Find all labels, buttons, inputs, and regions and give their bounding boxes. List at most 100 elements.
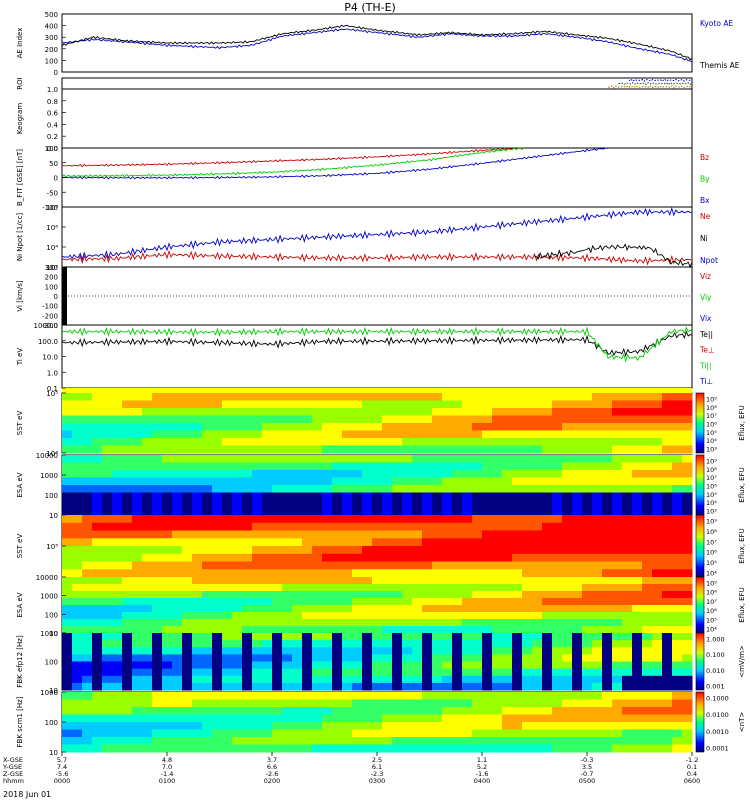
ylabel-esa2: ESA eV — [16, 592, 24, 617]
heat-cell — [642, 462, 653, 471]
heat-cell — [102, 699, 113, 708]
heat-cell — [392, 423, 403, 431]
heat-cell — [452, 640, 463, 648]
heat-cell — [682, 591, 693, 599]
heat-cell — [92, 714, 103, 723]
heat-cell — [112, 584, 123, 592]
heat-cell — [442, 605, 453, 613]
heat-cell — [202, 744, 213, 753]
heat-cell — [242, 546, 253, 555]
heat-cell — [402, 500, 413, 508]
heat-cell — [442, 598, 453, 606]
heat-cell — [132, 682, 143, 691]
heat-cell — [402, 423, 413, 431]
heat-cell — [582, 515, 593, 524]
heat-cell — [582, 598, 593, 606]
heat-cell — [272, 744, 283, 753]
heat-cell — [602, 640, 613, 648]
heat-cell — [632, 668, 643, 677]
heat-cell — [262, 522, 273, 532]
heat-cell — [522, 605, 533, 613]
heat-cell — [212, 408, 223, 416]
heat-cell — [472, 430, 483, 439]
heat-cell — [212, 492, 223, 501]
heat-cell — [132, 640, 143, 648]
heat-cell — [672, 530, 683, 539]
heat-cell — [502, 722, 513, 730]
heat-cell — [682, 553, 693, 563]
heat-cell — [322, 515, 333, 524]
heat-cell — [342, 415, 353, 424]
heat-cell — [372, 393, 383, 401]
heat-cell — [562, 522, 573, 532]
heat-cell — [652, 530, 663, 539]
heat-cell — [512, 692, 523, 700]
heat-cell — [492, 605, 503, 613]
ylabel-fbk1: FBK efp12 [Hz] — [16, 635, 24, 688]
heat-cell — [442, 462, 453, 471]
heat-cell — [212, 722, 223, 730]
heat-cell — [142, 598, 153, 606]
heat-cell — [192, 445, 203, 454]
heat-cell — [62, 522, 73, 532]
heat-cell — [202, 626, 213, 634]
heat-cell — [632, 400, 643, 409]
heat-cell — [652, 619, 663, 627]
heat-cell — [442, 699, 453, 708]
heat-cell — [202, 668, 213, 677]
heat-cell — [402, 462, 413, 471]
heat-cell — [672, 612, 683, 620]
heat-cell — [652, 707, 663, 715]
heat-cell — [112, 455, 123, 463]
heat-cell — [432, 408, 443, 416]
legend-velocity-2: Vix — [700, 314, 712, 323]
heat-cell — [492, 530, 503, 539]
heat-cell — [312, 470, 323, 478]
heat-cell — [482, 661, 493, 670]
heat-cell — [372, 682, 383, 691]
cbar-tick-label: 10⁷ — [706, 598, 717, 606]
heat-cell — [442, 423, 453, 431]
heat-cell — [522, 682, 533, 691]
heat-cell — [412, 654, 423, 662]
heat-cell — [372, 500, 383, 508]
heat-cell — [452, 470, 463, 478]
heat-cell — [252, 692, 263, 700]
heat-cell — [112, 569, 123, 578]
heat-cell — [622, 393, 633, 401]
heat-cell — [432, 546, 443, 555]
heat-cell — [572, 393, 583, 401]
heat-cell — [262, 577, 273, 585]
heat-cell — [502, 507, 513, 516]
heat-cell — [662, 423, 673, 431]
heat-cell — [422, 507, 433, 516]
heat-cell — [602, 507, 613, 516]
xtick-label-y: 6.6 — [267, 763, 277, 771]
heat-cell — [362, 722, 373, 730]
heat-cell — [202, 485, 213, 493]
heat-cell — [562, 682, 573, 691]
heat-cell — [412, 619, 423, 627]
heat-cell — [282, 423, 293, 431]
heat-cell — [372, 619, 383, 627]
heat-cell — [342, 737, 353, 745]
heat-cell — [362, 430, 373, 439]
heat-cell — [132, 430, 143, 439]
heat-cell — [392, 393, 403, 401]
heat-cell — [652, 546, 663, 555]
heat-cell — [302, 682, 313, 691]
heat-cell — [142, 584, 153, 592]
heat-cell — [372, 569, 383, 578]
heat-cell — [152, 415, 163, 424]
heat-cell — [162, 455, 173, 463]
heat-cell — [222, 569, 233, 578]
heat-cell — [432, 647, 443, 655]
heat-cell — [262, 515, 273, 524]
heat-cell — [252, 507, 263, 516]
heat-cell — [612, 492, 623, 501]
heat-cell — [312, 400, 323, 409]
heat-cell — [462, 647, 473, 655]
heat-cell — [262, 722, 273, 730]
heat-cell — [642, 393, 653, 401]
heat-cell — [482, 553, 493, 563]
